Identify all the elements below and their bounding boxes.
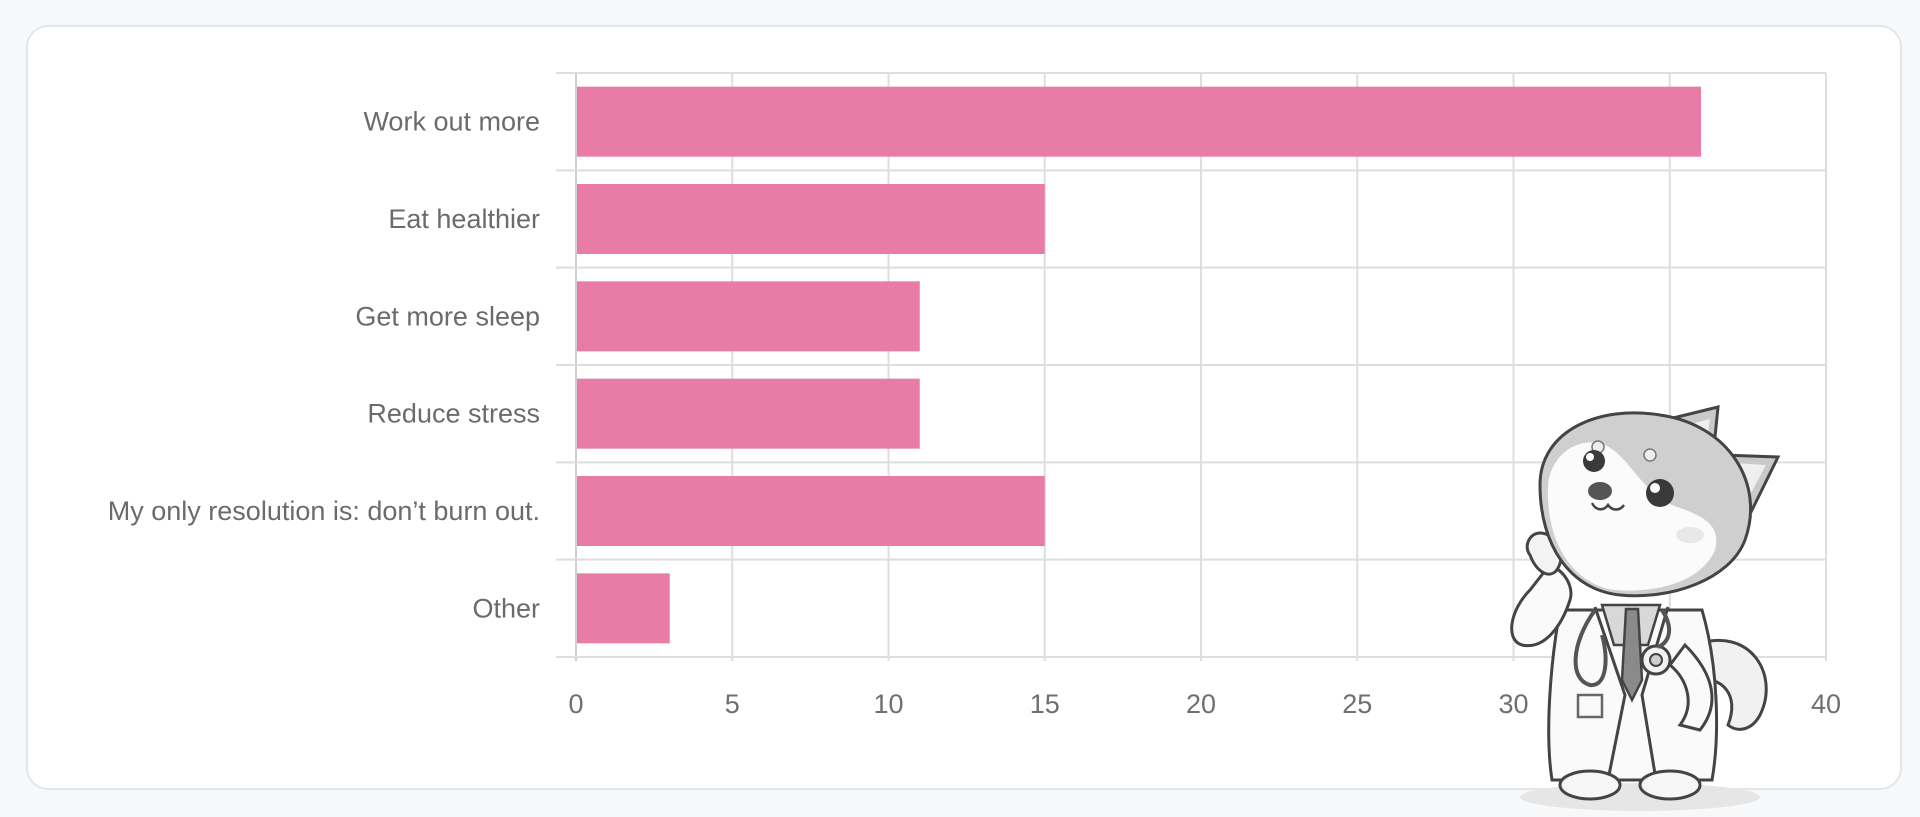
bar-2[interactable] (577, 281, 920, 352)
bar-1[interactable] (577, 184, 1045, 254)
shiba-doctor-mascot-icon (1510, 405, 1781, 811)
x-tick-label: 0 (568, 689, 583, 719)
bar-0[interactable] (577, 86, 1701, 157)
category-labels: Work out more Eat healthier Get more sleep… (108, 107, 540, 624)
x-tick-label: 20 (1186, 689, 1216, 719)
category-label: My only resolution is: don’t burn out. (108, 496, 540, 526)
category-label: Eat healthier (388, 204, 540, 234)
bar-4[interactable] (577, 476, 1045, 546)
x-tick-label: 25 (1342, 689, 1372, 719)
x-tick-label: 10 (873, 689, 903, 719)
x-tick-label: 40 (1811, 689, 1841, 719)
category-label: Get more sleep (355, 301, 540, 331)
category-label: Other (472, 593, 540, 623)
bars (577, 86, 1701, 644)
x-tick-label: 5 (725, 689, 740, 719)
x-tick-label: 15 (1030, 689, 1060, 719)
x-tick-label: 30 (1498, 689, 1528, 719)
category-label: Reduce stress (367, 399, 540, 429)
category-label: Work out more (363, 107, 540, 137)
bar-3[interactable] (577, 378, 920, 449)
bar-5[interactable] (577, 573, 670, 644)
